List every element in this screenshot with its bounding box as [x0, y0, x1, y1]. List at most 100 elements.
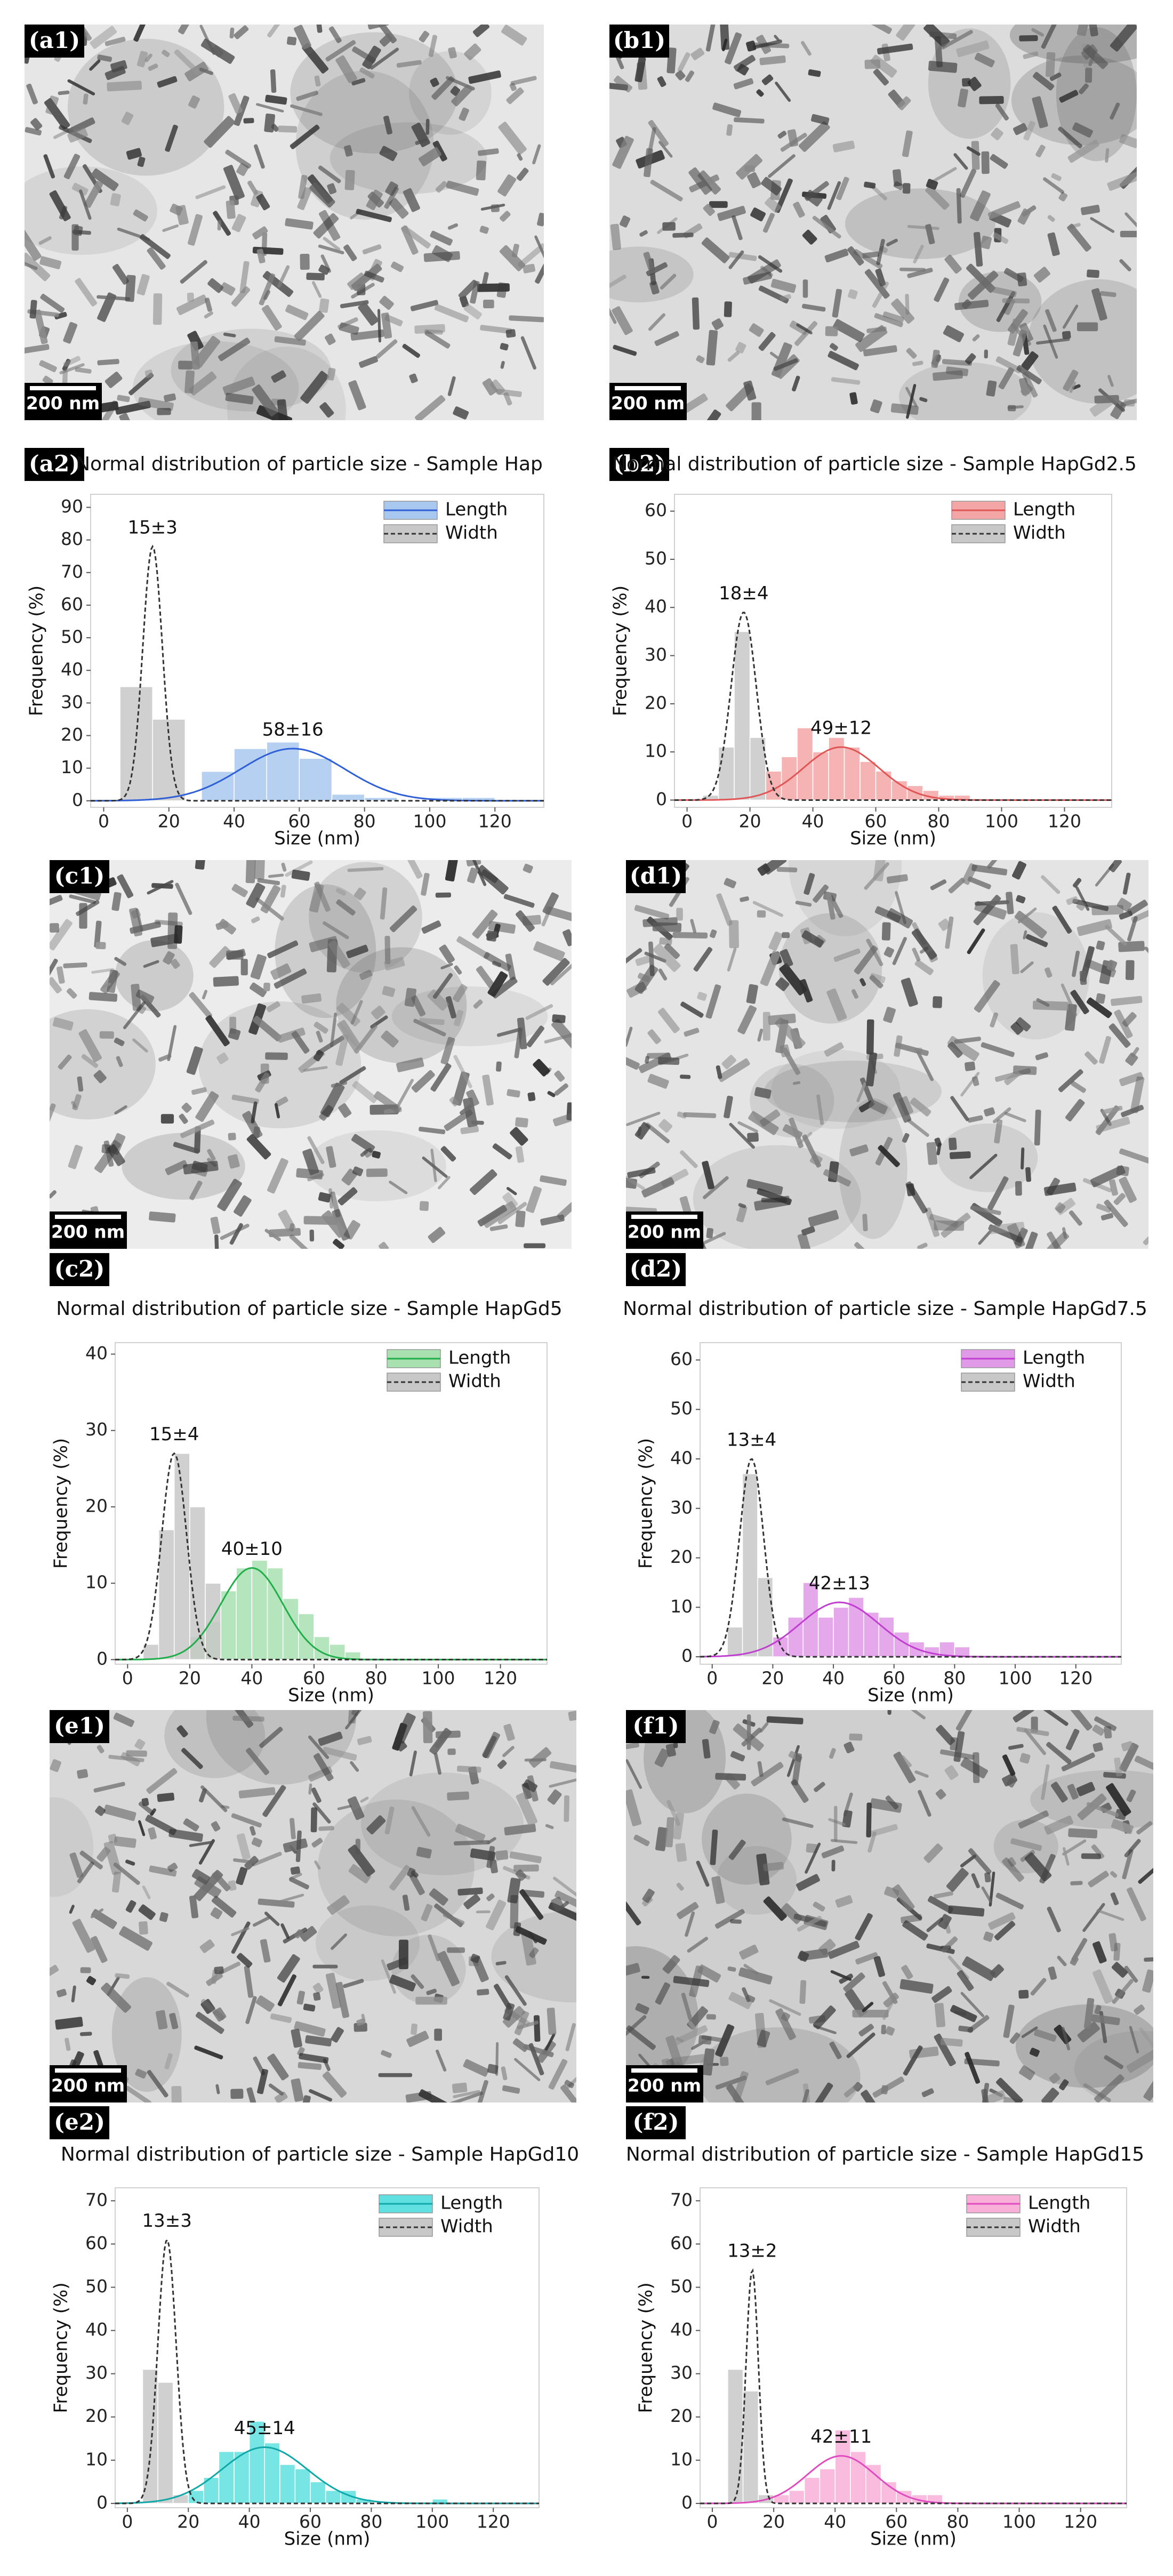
- y-tick-label: 30: [670, 1497, 693, 1518]
- particle: [340, 300, 369, 309]
- particle: [25, 228, 42, 261]
- particle: [309, 2089, 333, 2102]
- particle: [25, 127, 42, 136]
- particle: [480, 325, 512, 334]
- particle: [268, 873, 284, 878]
- bar: [218, 2451, 235, 2504]
- particle: [263, 982, 270, 991]
- particle: [225, 149, 252, 168]
- particle: [847, 246, 864, 266]
- particle: [97, 1847, 111, 1862]
- particle: [451, 84, 473, 107]
- particle: [132, 1038, 148, 1053]
- particle: [396, 1057, 424, 1072]
- particle: [228, 1028, 241, 1040]
- particle: [285, 860, 313, 877]
- x-tick-label: 0: [122, 2511, 133, 2532]
- particle: [728, 252, 757, 261]
- particle: [378, 2073, 413, 2077]
- particle: [864, 269, 890, 299]
- particle: [193, 335, 221, 368]
- particle: [1124, 212, 1137, 237]
- particle: [296, 1991, 306, 2005]
- particle: [348, 1844, 375, 1877]
- particle: [1044, 1815, 1074, 1835]
- particle: [960, 1992, 984, 2017]
- particle: [510, 76, 537, 86]
- particle: [921, 2088, 934, 2098]
- particle: [1092, 1724, 1105, 1736]
- particle: [1062, 304, 1079, 329]
- x-tick-label: 40: [822, 1668, 845, 1689]
- particle: [232, 1710, 254, 1728]
- particle: [551, 1018, 572, 1049]
- particle: [38, 236, 52, 245]
- particle: [934, 2033, 956, 2066]
- particle: [424, 329, 443, 335]
- particle: [492, 1143, 512, 1160]
- particle: [724, 878, 736, 888]
- particle: [843, 1972, 865, 1993]
- particle: [1096, 1909, 1124, 1921]
- particle: [751, 1762, 784, 1786]
- x-tick-label: 60: [299, 2511, 322, 2532]
- y-axis-label: Frequency (%): [636, 2282, 657, 2413]
- particle: [65, 2037, 71, 2051]
- particle: [1113, 1193, 1126, 1206]
- particle: [971, 1076, 979, 1086]
- particle: [712, 102, 742, 117]
- particle: [350, 329, 384, 341]
- particle: [961, 299, 971, 309]
- particle-cluster: [1074, 2031, 1153, 2102]
- particle: [933, 370, 963, 381]
- particle: [187, 214, 203, 246]
- particle: [716, 1065, 722, 1079]
- particle-cluster: [750, 1064, 834, 1138]
- particle: [142, 1885, 151, 1899]
- y-tick-label: 60: [61, 593, 83, 614]
- particle: [503, 894, 535, 908]
- particle: [377, 309, 382, 343]
- particle: [797, 1233, 814, 1249]
- particle: [965, 353, 976, 365]
- particle: [832, 288, 842, 318]
- particle: [309, 182, 335, 208]
- particle: [540, 1214, 565, 1226]
- y-tick-label: 10: [61, 757, 83, 777]
- y-tick-label: 90: [61, 496, 83, 517]
- particle: [313, 1992, 321, 2001]
- particle: [1092, 1742, 1103, 1752]
- particle: [524, 1243, 546, 1248]
- particle: [165, 1160, 188, 1175]
- particle: [300, 253, 310, 270]
- particle: [298, 2062, 322, 2070]
- particle: [565, 2023, 576, 2051]
- bar: [142, 1644, 159, 1660]
- particle: [158, 1054, 172, 1062]
- particle: [1003, 2004, 1015, 2039]
- particle: [918, 1789, 931, 1817]
- particle: [743, 271, 772, 285]
- particle: [991, 127, 1003, 141]
- particle: [351, 263, 382, 291]
- particle: [231, 884, 248, 897]
- x-tick-label: 20: [158, 811, 180, 832]
- x-tick-label: 80: [360, 2511, 382, 2532]
- particle: [740, 896, 749, 902]
- particle-cluster: [317, 1799, 475, 1937]
- particle: [905, 294, 910, 315]
- particle: [430, 230, 453, 246]
- particle: [357, 1736, 372, 1745]
- particle: [1004, 1112, 1026, 1122]
- particle: [926, 1142, 938, 1165]
- particle: [981, 151, 990, 174]
- particle: [855, 1952, 878, 1965]
- particle: [466, 1089, 479, 1107]
- particle: [553, 1876, 576, 1899]
- particle: [189, 1181, 203, 1200]
- particle: [469, 1169, 497, 1195]
- particle: [965, 1061, 976, 1071]
- particle: [72, 1919, 95, 1953]
- particle: [981, 2089, 990, 2102]
- particle: [189, 992, 212, 1018]
